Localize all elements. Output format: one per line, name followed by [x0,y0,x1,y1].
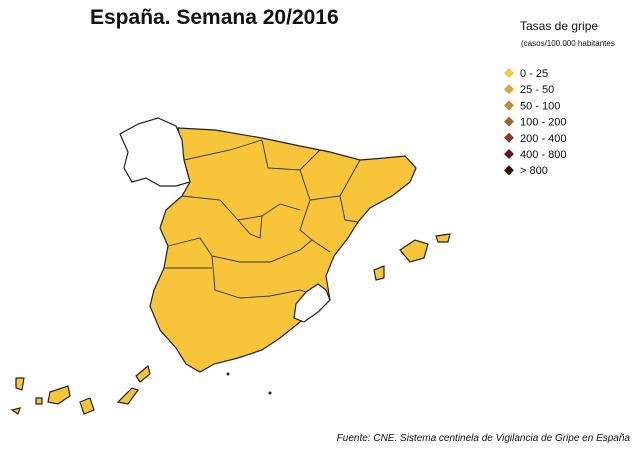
legend-title: Tasas de gripe [520,19,598,33]
legend-label: > 800 [520,165,548,177]
melilla [268,391,272,395]
legend-label: 0 - 25 [520,68,548,80]
lanzarote [135,364,151,383]
la-gomera [35,397,43,405]
peninsula [149,127,417,373]
fuerteventura [116,387,139,405]
la-palma [15,377,25,391]
legend-label: 400 - 800 [520,149,566,161]
legend-subtitle: (casos/100.000 habitantes [521,39,615,48]
legend: 0 - 25 25 - 50 50 - 100 100 - 200 200 - 400 4… [504,68,566,177]
legend-swatch [504,68,514,78]
legend-label: 25 - 50 [520,84,554,96]
ibiza [373,265,385,281]
spain-map [10,117,451,415]
source: Fuente: CNE. Sistema centinela de Vigila… [337,433,631,444]
tenerife [47,385,71,405]
legend-swatch [504,116,514,127]
gran-canaria [79,397,95,415]
legend-swatch [504,100,514,111]
legend-label: 100 - 200 [520,117,566,129]
ceuta [226,372,230,376]
mallorca [399,239,429,263]
galicia [119,117,191,187]
legend-label: 50 - 100 [520,100,560,112]
legend-swatch [504,84,514,95]
menorca [435,233,451,243]
legend-swatch [504,132,514,143]
legend-swatch [504,165,514,176]
murcia [293,283,331,323]
legend-label: 200 - 400 [520,133,566,145]
el-hierro [10,407,21,415]
title: España. Semana 20/2016 [90,6,339,29]
legend-swatch [504,149,514,159]
